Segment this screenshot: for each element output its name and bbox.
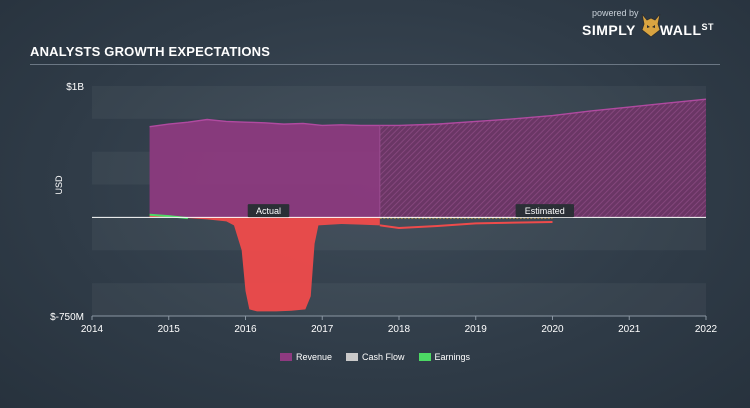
legend-label-earnings: Earnings xyxy=(434,352,471,362)
revenue-area-estimated xyxy=(379,99,706,218)
legend-item-cashflow: Cash Flow xyxy=(345,350,405,364)
x-tick-label: 2015 xyxy=(158,324,181,335)
brand-name: SIMPLY WALLST xyxy=(582,22,714,38)
legend: Revenue Cash Flow Earnings xyxy=(0,350,750,364)
annotation-box-0 xyxy=(247,204,290,218)
legend-label-cashflow: Cash Flow xyxy=(361,352,405,362)
x-tick-label: 2018 xyxy=(388,324,411,335)
legend-item-earnings: Earnings xyxy=(418,350,471,364)
background-band xyxy=(92,283,706,316)
legend-label-revenue: Revenue xyxy=(295,352,332,362)
x-tick-label: 2019 xyxy=(465,324,488,335)
brand-st: ST xyxy=(701,22,715,32)
brand-simply: SIMPLY xyxy=(582,22,636,38)
background-band xyxy=(92,217,706,251)
annotation-label-0: Actual xyxy=(256,206,281,216)
wolf-logo-icon xyxy=(641,13,661,38)
x-tick-label: 2016 xyxy=(234,324,257,335)
brand-wall: WALL xyxy=(659,22,702,38)
background-band xyxy=(92,250,706,283)
revenue-line xyxy=(149,98,707,128)
revenue-area-actual xyxy=(149,119,380,218)
title-divider xyxy=(30,64,720,65)
y-tick-label-top: $1B xyxy=(66,82,84,93)
x-tick-label: 2022 xyxy=(695,324,718,335)
annotations: Actual Estimated xyxy=(247,204,575,218)
x-tick-label: 2021 xyxy=(618,324,641,335)
y-axis-title: USD xyxy=(54,175,64,195)
legend-item-revenue: Revenue xyxy=(279,350,332,364)
annotation-label-1: Estimated xyxy=(525,206,565,216)
x-tick-label: 2020 xyxy=(541,324,564,335)
annotation-box-1 xyxy=(515,204,575,218)
legend-swatch-revenue xyxy=(279,353,292,361)
brand-logo-area: powered by SIMPLY WALLST xyxy=(582,8,732,40)
earnings-estimated-line xyxy=(379,221,553,229)
chart-title: ANALYSTS GROWTH EXPECTATIONS xyxy=(30,44,271,59)
earnings-area-actual xyxy=(149,214,380,312)
x-tick-label: 2017 xyxy=(311,324,334,335)
legend-swatch-earnings xyxy=(418,353,431,361)
x-tick-label: 2014 xyxy=(81,324,104,335)
y-tick-label-bottom: $-750M xyxy=(50,312,84,323)
powered-by-label: powered by xyxy=(592,8,639,18)
axes: $1B $-750M USD 2014 2015 2016 2017 2018 2019 2020… xyxy=(50,82,717,335)
series-areas xyxy=(149,98,707,312)
legend-swatch-cashflow xyxy=(345,353,358,361)
